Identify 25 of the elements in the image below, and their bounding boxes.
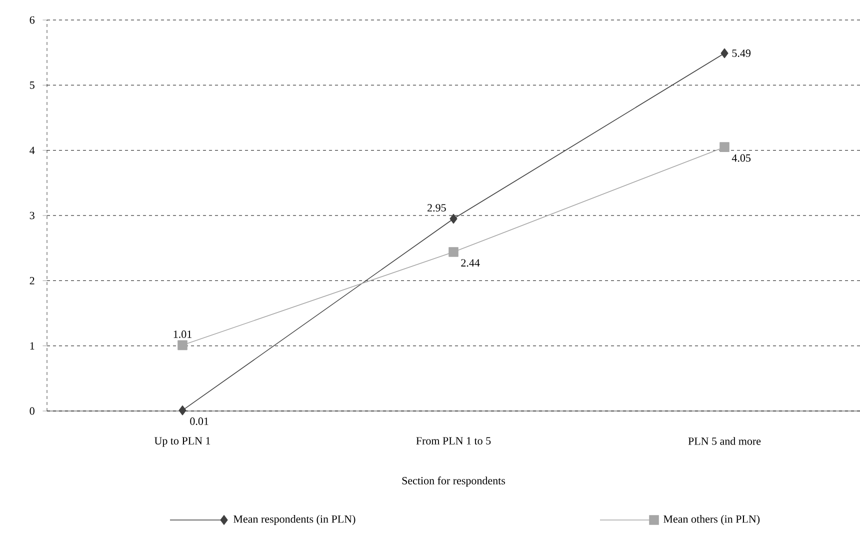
point bbox=[720, 142, 730, 152]
point bbox=[178, 340, 188, 350]
x-axis-title: Section for respondents bbox=[402, 476, 506, 487]
point bbox=[720, 48, 728, 58]
y-tick-label: 5 bbox=[30, 82, 34, 89]
y-tick-label: 3 bbox=[30, 212, 34, 220]
x-tick-label: From PLN 1 to 5 bbox=[416, 437, 491, 445]
y-tick-label: 2 bbox=[30, 277, 34, 284]
y-tick-label: 1 bbox=[30, 342, 34, 350]
y-tick-label: 0 bbox=[30, 407, 34, 415]
x-tick-label: PLN 5 and more bbox=[688, 437, 761, 445]
data-label: 1.01 bbox=[174, 330, 192, 338]
y-tick-label: 4 bbox=[30, 146, 35, 154]
y-tick-label: 6 bbox=[30, 16, 35, 24]
data-label: 2.95 bbox=[428, 204, 446, 212]
x-tick-label: Up to PLN 1 bbox=[154, 437, 210, 447]
point bbox=[178, 405, 186, 416]
legend-label: Mean others (in PLN) bbox=[664, 515, 760, 525]
point bbox=[450, 214, 458, 224]
data-label: 0.01 bbox=[190, 418, 208, 426]
data-label: 2.44 bbox=[461, 259, 480, 267]
data-label: 4.05 bbox=[732, 154, 751, 162]
legend-label: Mean respondents (in PLN) bbox=[234, 515, 356, 525]
data-label: 5.49 bbox=[732, 50, 751, 57]
point bbox=[448, 247, 458, 257]
